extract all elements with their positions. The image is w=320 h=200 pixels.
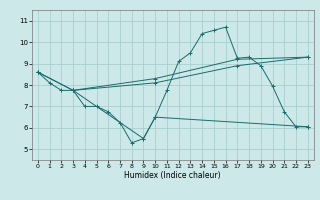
X-axis label: Humidex (Indice chaleur): Humidex (Indice chaleur) <box>124 171 221 180</box>
